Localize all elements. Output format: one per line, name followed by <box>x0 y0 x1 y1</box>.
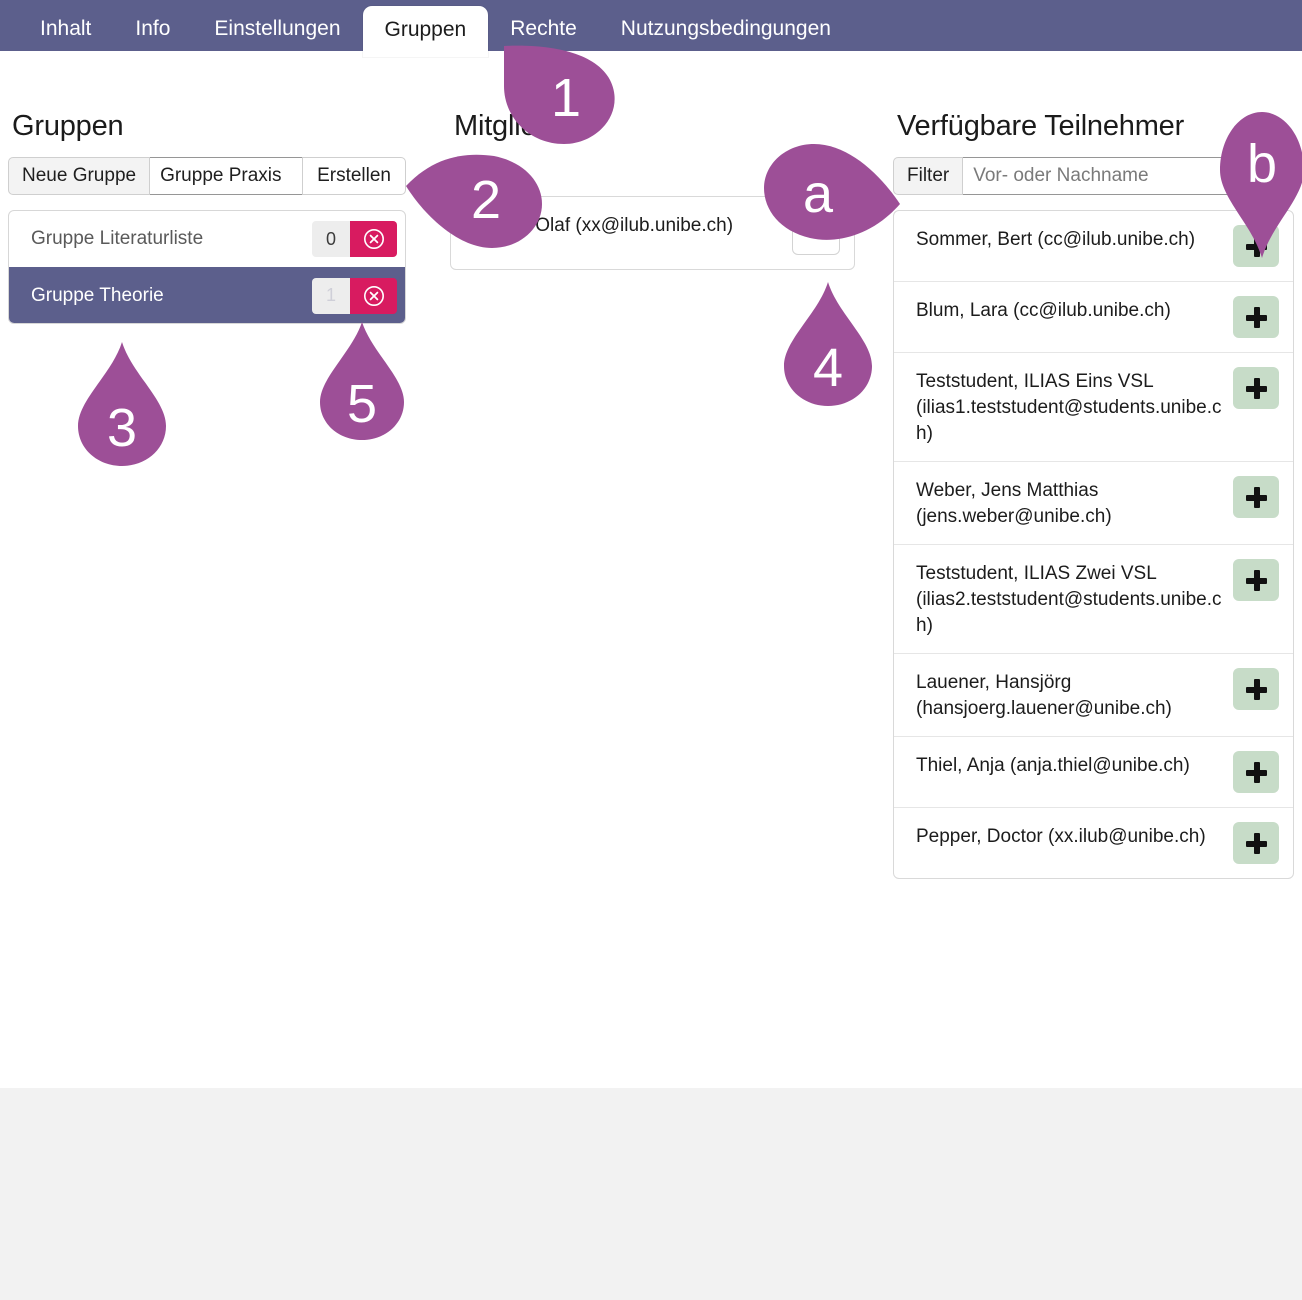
filter-search-input[interactable] <box>963 157 1294 195</box>
add-participant-button[interactable] <box>1233 476 1279 518</box>
available-participant-item: Teststudent, ILIAS Eins VSL (ilias1.test… <box>894 352 1293 461</box>
member-name-label: Witzig, Olaf (xx@ilub.unibe.ch) <box>473 215 734 236</box>
available-participant-item: Blum, Lara (cc@ilub.unibe.ch) <box>894 281 1293 352</box>
plus-icon <box>1245 486 1267 508</box>
filter-addon-label: Filter <box>893 157 964 195</box>
members-column: Mitglieder Witzig, Olaf (xx@ilub.unibe.c… <box>450 110 855 270</box>
participant-name-label: Pepper, Doctor (xx.ilub@unibe.ch) <box>916 826 1206 847</box>
add-participant-button[interactable] <box>1233 296 1279 338</box>
groups-title: Gruppen <box>12 110 124 142</box>
participant-name-label: Teststudent, ILIAS Eins VSL (ilias1.test… <box>916 371 1222 444</box>
available-participants-list: Sommer, Bert (cc@ilub.unibe.ch) Blum, La… <box>893 210 1294 879</box>
remove-member-button[interactable] <box>792 211 840 255</box>
members-title: Mitglieder <box>454 110 578 142</box>
available-participants-title: Verfügbare Teilnehmer <box>897 110 1185 142</box>
tab-nutzungsbedingungen[interactable]: Nutzungsbedingungen <box>620 17 831 40</box>
delete-group-button[interactable] <box>350 221 397 257</box>
members-list: Witzig, Olaf (xx@ilub.unibe.ch) <box>450 196 855 270</box>
group-name-label: Gruppe Theorie <box>31 284 164 306</box>
tab-inhalt[interactable]: Inhalt <box>40 17 92 40</box>
add-participant-button[interactable] <box>1233 751 1279 793</box>
groups-management-content: Gruppen Neue Gruppe Erstellen Gruppe Lit… <box>0 51 1302 1088</box>
group-list-item[interactable]: Gruppe Theorie 1 <box>9 267 405 323</box>
delete-group-button[interactable] <box>350 277 397 314</box>
plus-icon <box>1245 569 1267 591</box>
plus-icon <box>1245 832 1267 854</box>
member-list-item: Witzig, Olaf (xx@ilub.unibe.ch) <box>451 197 854 269</box>
participant-name-label: Teststudent, ILIAS Zwei VSL (ilias2.test… <box>916 563 1222 636</box>
group-list: Gruppe Literaturliste 0 Gruppe Theorie 1 <box>8 210 406 324</box>
circle-x-icon <box>363 285 384 306</box>
groups-column: Gruppen Neue Gruppe Erstellen Gruppe Lit… <box>8 110 406 324</box>
participant-name-label: Lauener, Hansjörg (hansjoerg.lauener@uni… <box>916 672 1172 719</box>
tab-rechte[interactable]: Rechte <box>510 17 577 40</box>
plus-icon <box>1245 306 1267 328</box>
available-participant-item: Lauener, Hansjörg (hansjoerg.lauener@uni… <box>894 653 1293 736</box>
page-footer <box>0 1088 1302 1300</box>
add-participant-button[interactable] <box>1233 668 1279 710</box>
add-participant-button[interactable] <box>1233 822 1279 864</box>
available-participant-item: Sommer, Bert (cc@ilub.unibe.ch) <box>894 211 1293 281</box>
available-participant-item: Teststudent, ILIAS Zwei VSL (ilias2.test… <box>894 544 1293 653</box>
plus-icon <box>1245 761 1267 783</box>
participant-name-label: Blum, Lara (cc@ilub.unibe.ch) <box>916 300 1171 321</box>
plus-icon <box>1245 678 1267 700</box>
tab-gruppen[interactable]: Gruppen <box>362 6 489 57</box>
add-participant-button[interactable] <box>1233 225 1279 267</box>
available-participants-column: Verfügbare Teilnehmer Filter Sommer, Ber… <box>893 110 1294 879</box>
available-participant-item: Pepper, Doctor (xx.ilub@unibe.ch) <box>894 807 1293 878</box>
circle-x-icon <box>363 229 384 249</box>
new-group-input-group: Neue Gruppe Erstellen <box>8 157 406 195</box>
new-group-name-input[interactable] <box>150 157 303 195</box>
available-participant-item: Weber, Jens Matthias (jens.weber@unibe.c… <box>894 461 1293 544</box>
add-participant-button[interactable] <box>1233 367 1279 409</box>
participant-name-label: Sommer, Bert (cc@ilub.unibe.ch) <box>916 229 1196 250</box>
tab-info[interactable]: Info <box>135 17 171 40</box>
participant-name-label: Thiel, Anja (anja.thiel@unibe.ch) <box>916 755 1190 776</box>
plus-icon <box>1245 377 1267 399</box>
participant-name-label: Weber, Jens Matthias (jens.weber@unibe.c… <box>916 480 1112 527</box>
filter-input-group: Filter <box>893 157 1294 195</box>
main-tab-bar: Inhalt Info Einstellungen Gruppen Rechte… <box>0 0 1302 57</box>
new-group-addon-label: Neue Gruppe <box>8 157 151 195</box>
group-member-count: 1 <box>312 277 350 314</box>
tab-einstellungen[interactable]: Einstellungen <box>214 17 341 40</box>
minus-icon <box>806 230 826 236</box>
group-name-label: Gruppe Literaturliste <box>31 228 204 249</box>
group-list-item[interactable]: Gruppe Literaturliste 0 <box>9 211 405 267</box>
add-participant-button[interactable] <box>1233 559 1279 601</box>
create-group-button[interactable]: Erstellen <box>302 157 406 195</box>
group-member-count: 0 <box>312 221 350 257</box>
available-participant-item: Thiel, Anja (anja.thiel@unibe.ch) <box>894 736 1293 807</box>
plus-icon <box>1245 235 1267 257</box>
